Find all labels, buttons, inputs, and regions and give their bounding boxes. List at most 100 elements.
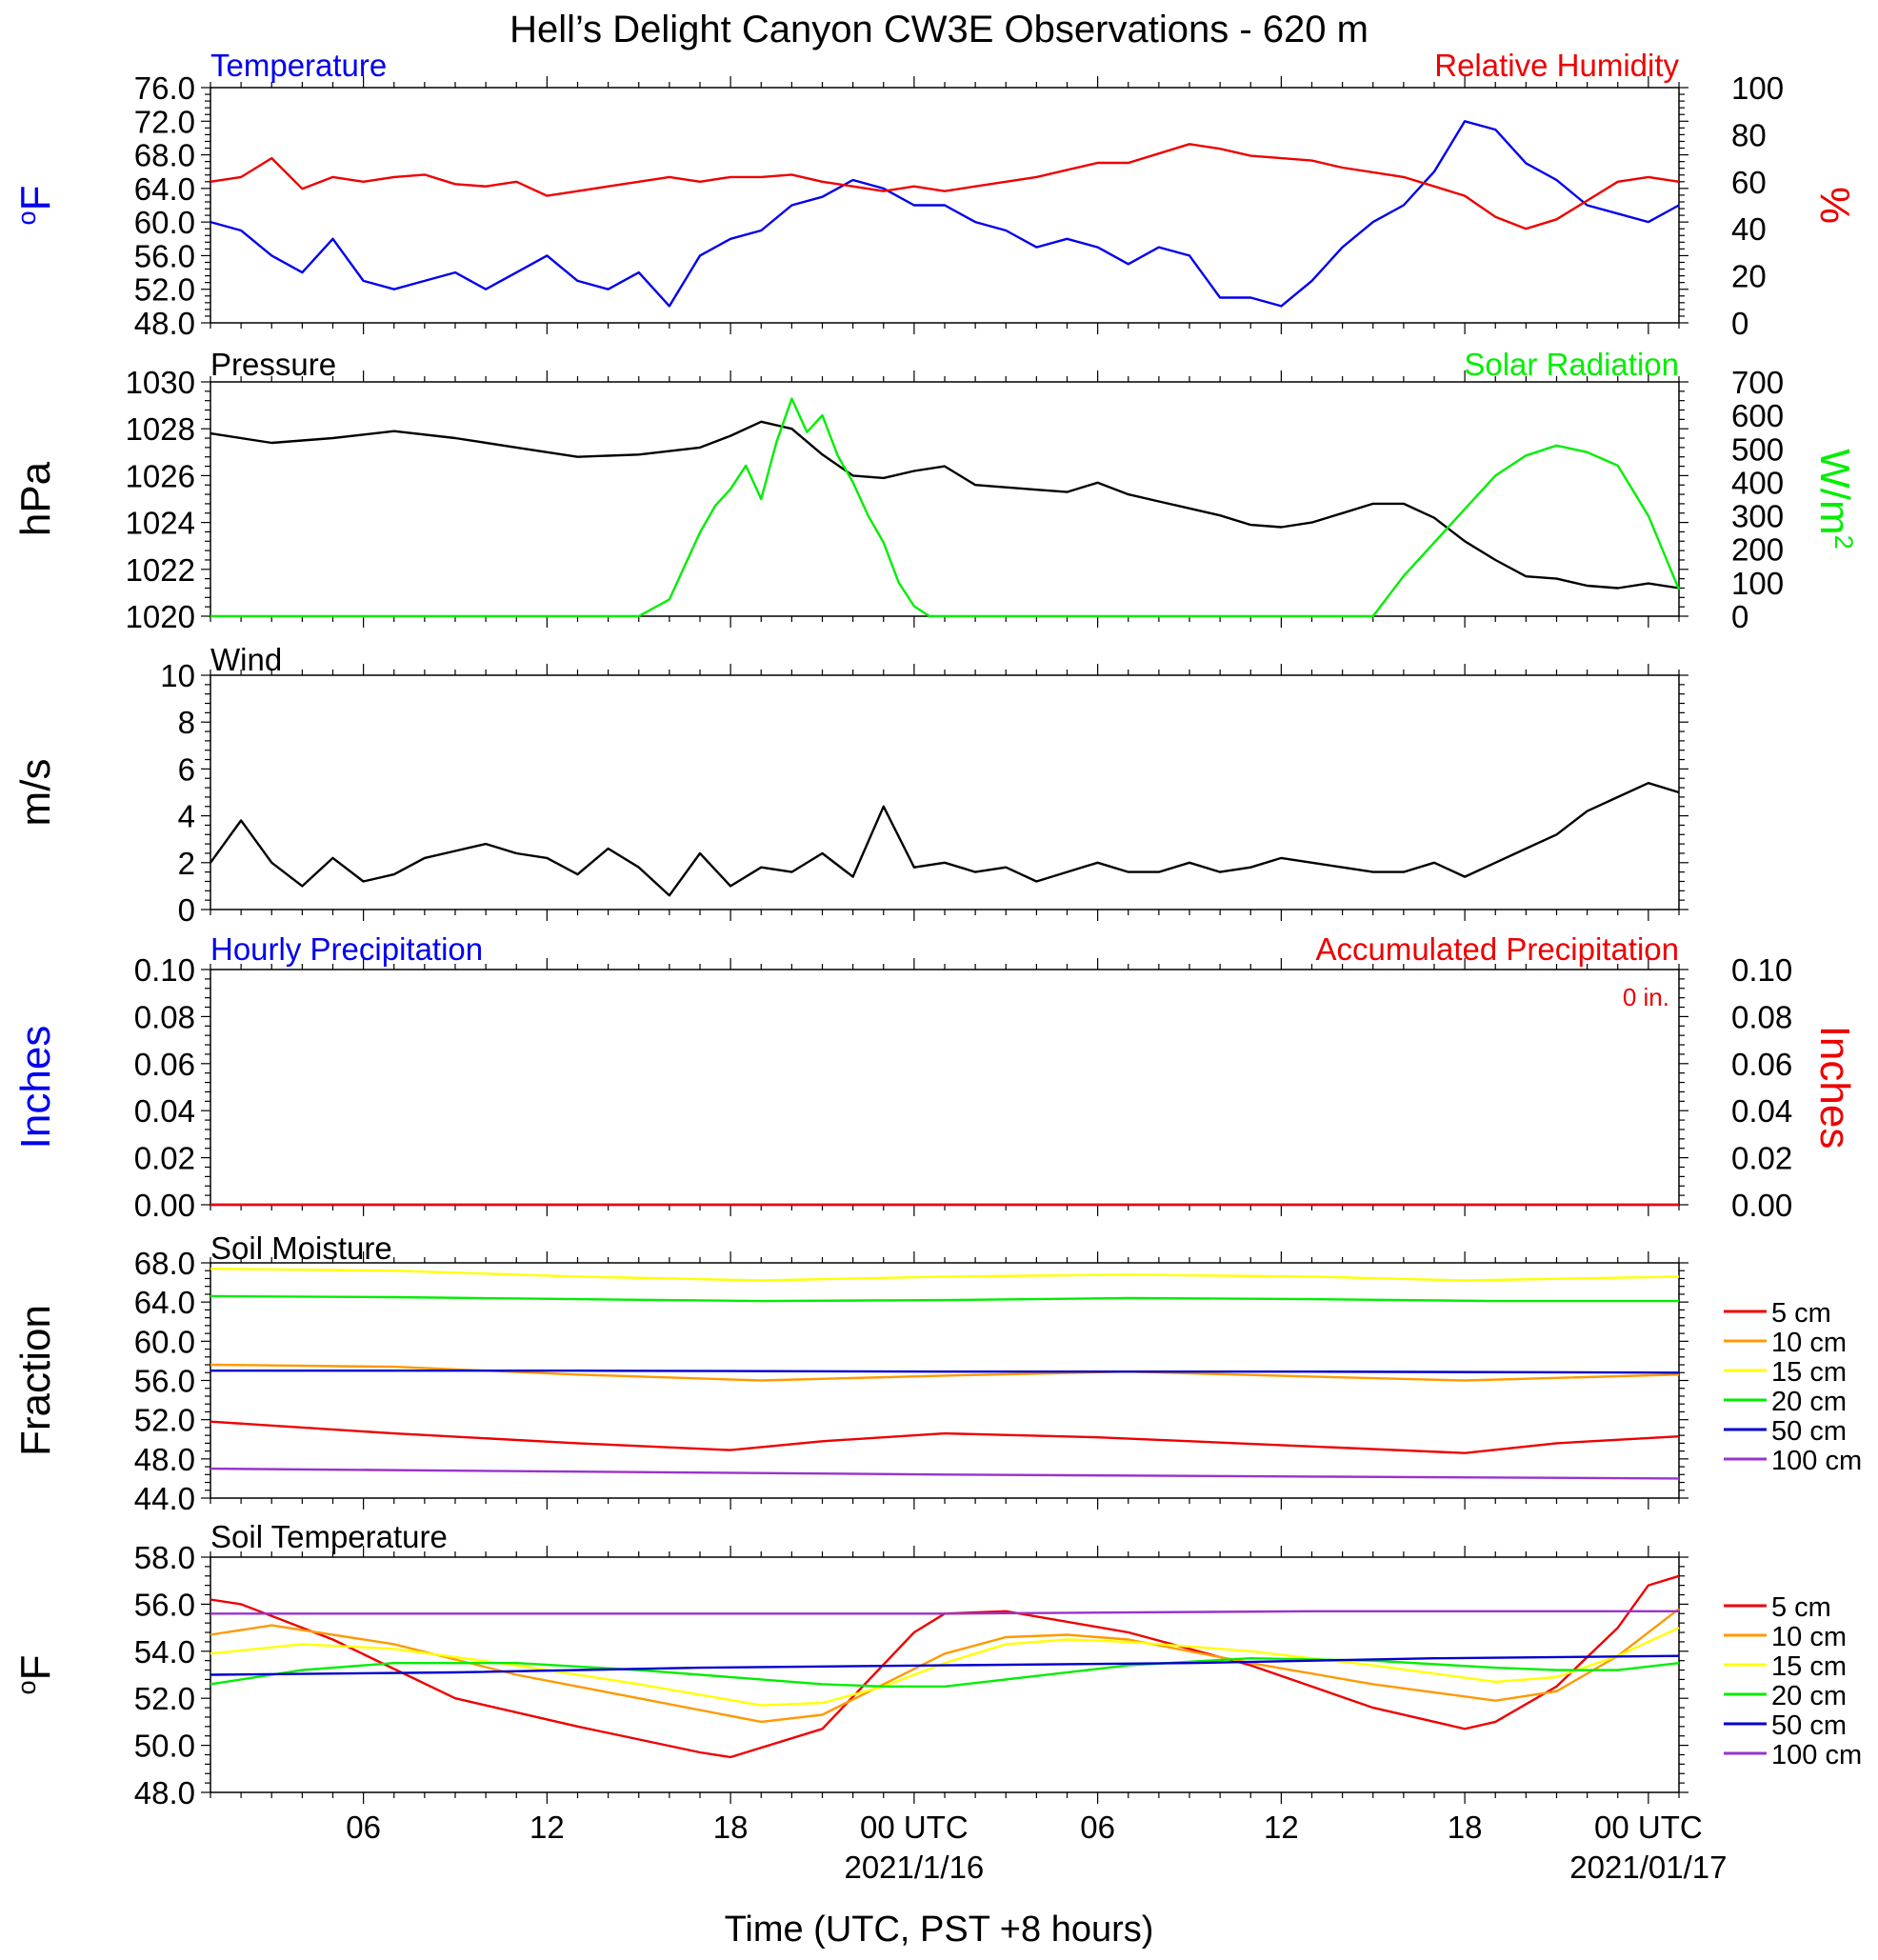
- y-axis-label-right-group: W/m2: [1811, 449, 1860, 550]
- x-tick-label: 00 UTC: [1594, 1810, 1703, 1845]
- panel-title-left: Soil Moisture: [210, 1230, 392, 1266]
- panel-pressure_solar: 1030 1028 1026 1024 1022 1020 7006005004003002…: [12, 347, 1860, 634]
- y-tick-label-left: 64.0: [134, 1285, 195, 1320]
- panel-title-left: Pressure: [210, 347, 336, 382]
- y-tick-label-left: 1024: [126, 506, 195, 541]
- y-axis-label-left-group: Inches: [12, 1026, 59, 1150]
- legend-label: 15 cm: [1771, 1651, 1847, 1682]
- y-axis-label-right: W/m2: [1811, 449, 1860, 550]
- y-tick-label-left: 2: [178, 846, 195, 881]
- y-tick-label-left: 0.02: [134, 1141, 195, 1176]
- y-tick-label-right: 400: [1731, 465, 1784, 500]
- y-axis-label-left-group: m/s: [12, 759, 59, 827]
- y-axis-label-left: oF: [11, 1654, 60, 1694]
- y-tick-label-right: 0.00: [1731, 1188, 1792, 1223]
- series-line: [210, 1656, 1680, 1689]
- y-tick-label-right: 0.08: [1731, 999, 1792, 1034]
- y-tick-label-left: 56.0: [134, 1587, 195, 1622]
- y-tick-label-left: 1020: [126, 599, 195, 634]
- y-tick-label-left: 1030: [126, 365, 195, 400]
- panel-soil_moisture: 68.0 64.0 60.0 56.0 52.0 48.0 44.0 Soil Moistur…: [12, 1230, 1862, 1516]
- plot-frame: [210, 381, 1680, 617]
- legend-label: 5 cm: [1771, 1298, 1831, 1329]
- series-line: [210, 120, 1680, 308]
- plot-frame: [210, 1556, 1680, 1793]
- y-tick-label-left: 52.0: [134, 272, 195, 308]
- legend-label: 100 cm: [1771, 1740, 1862, 1770]
- y-tick-label-left: 48.0: [134, 1442, 195, 1477]
- y-axis-label-right-group: Inches: [1811, 1026, 1858, 1150]
- legend-label: 15 cm: [1771, 1357, 1847, 1388]
- x-tick-label: 18: [1448, 1810, 1483, 1845]
- y-axis-label-left: m/s: [12, 759, 59, 827]
- y-tick-label-right: 0.02: [1731, 1141, 1792, 1176]
- y-tick-label-left: 56.0: [134, 1364, 195, 1399]
- y-axis-label-left: Fraction: [12, 1305, 59, 1456]
- y-axis-label-left-group: Fraction: [12, 1305, 59, 1456]
- y-tick-label-right: 600: [1731, 398, 1784, 433]
- series-line: [210, 1294, 1679, 1303]
- y-tick-label-right: 0.04: [1731, 1093, 1792, 1129]
- plot-frame: [210, 1262, 1680, 1499]
- y-tick-label-right: 80: [1731, 117, 1767, 152]
- y-tick-label-left: 68.0: [134, 138, 195, 173]
- y-tick-label-left: 72.0: [134, 104, 195, 139]
- y-tick-label-left: 60.0: [134, 205, 195, 240]
- panel-title-right: Solar Radiation: [1464, 347, 1679, 382]
- legend-label: 10 cm: [1771, 1622, 1847, 1652]
- panel-title-left: Temperature: [210, 48, 387, 83]
- y-tick-label-left: 6: [178, 751, 195, 787]
- y-tick-label-left: 58.0: [134, 1540, 195, 1575]
- y-axis-label-left-group: oF: [11, 185, 60, 225]
- y-axis-label-right: %: [1811, 187, 1858, 224]
- chart-title: Hell’s Delight Canyon CW3E Observations …: [509, 9, 1369, 50]
- panel-wind: 10 8 6 4 2 0 Wind m/s: [12, 642, 1688, 928]
- y-tick-label-right: 100: [1731, 566, 1784, 601]
- y-tick-label-left: 44.0: [134, 1481, 195, 1516]
- y-tick-label-left: 0.04: [134, 1093, 195, 1129]
- y-tick-label-left: 1028: [126, 411, 195, 447]
- legend-label: 50 cm: [1771, 1416, 1847, 1447]
- y-tick-label-left: 48.0: [134, 1775, 195, 1810]
- legend-label: 100 cm: [1771, 1446, 1862, 1476]
- y-tick-label-right: 700: [1731, 365, 1784, 400]
- x-tick-label: 12: [1264, 1810, 1299, 1845]
- series-line: [210, 397, 1681, 618]
- y-tick-label-left: 68.0: [134, 1246, 195, 1281]
- y-tick-label-left: 0: [178, 892, 195, 928]
- panel-title-left: Hourly Precipitation: [210, 931, 483, 967]
- y-axis-label-left-group: oF: [11, 1654, 60, 1694]
- legend-label: 5 cm: [1771, 1592, 1831, 1623]
- y-tick-label-left: 1026: [126, 458, 195, 493]
- y-tick-label-left: 52.0: [134, 1403, 195, 1438]
- series-line: [210, 1268, 1680, 1282]
- x-tick-label: 06: [346, 1810, 381, 1845]
- panel-temp_rh: 76.072.068.064.060.056.052.048.0 100 80 60 4…: [11, 48, 1859, 341]
- y-axis-label-right: Inches: [1811, 1026, 1858, 1150]
- series-line: [210, 782, 1680, 897]
- series-line: [210, 1610, 1679, 1615]
- x-tick-sublabel: 2021/01/17: [1569, 1850, 1727, 1885]
- panel-title-left: Soil Temperature: [210, 1519, 448, 1554]
- y-tick-label-right: 200: [1731, 532, 1784, 568]
- y-axis-label-right-group: %: [1811, 187, 1858, 224]
- y-tick-label-right: 0.10: [1731, 952, 1792, 988]
- y-tick-label-left: 0.08: [134, 999, 195, 1034]
- y-tick-label-left: 1022: [126, 552, 195, 588]
- x-axis-label: Time (UTC, PST +8 hours): [725, 1910, 1154, 1950]
- y-tick-label-left: 52.0: [134, 1681, 195, 1716]
- accum-annotation: 0 in.: [1623, 983, 1669, 1011]
- panel-soil_temp: 58.0 56.0 54.0 52.0 50.0 48.0 Soil Temperature…: [11, 1519, 1863, 1810]
- series-line: [210, 143, 1680, 230]
- y-tick-label-right: 40: [1731, 211, 1767, 247]
- y-tick-label-left: 50.0: [134, 1729, 195, 1764]
- plot-frame: [210, 969, 1680, 1206]
- y-tick-label-left: 10: [160, 658, 195, 693]
- y-tick-label-left: 76.0: [134, 70, 195, 106]
- x-tick-sublabel: 2021/1/16: [844, 1850, 984, 1885]
- y-axis-label-left: Inches: [12, 1026, 59, 1150]
- x-tick-label: 18: [713, 1810, 749, 1845]
- y-tick-label-left: 60.0: [134, 1324, 195, 1359]
- y-tick-label-left: 56.0: [134, 238, 195, 273]
